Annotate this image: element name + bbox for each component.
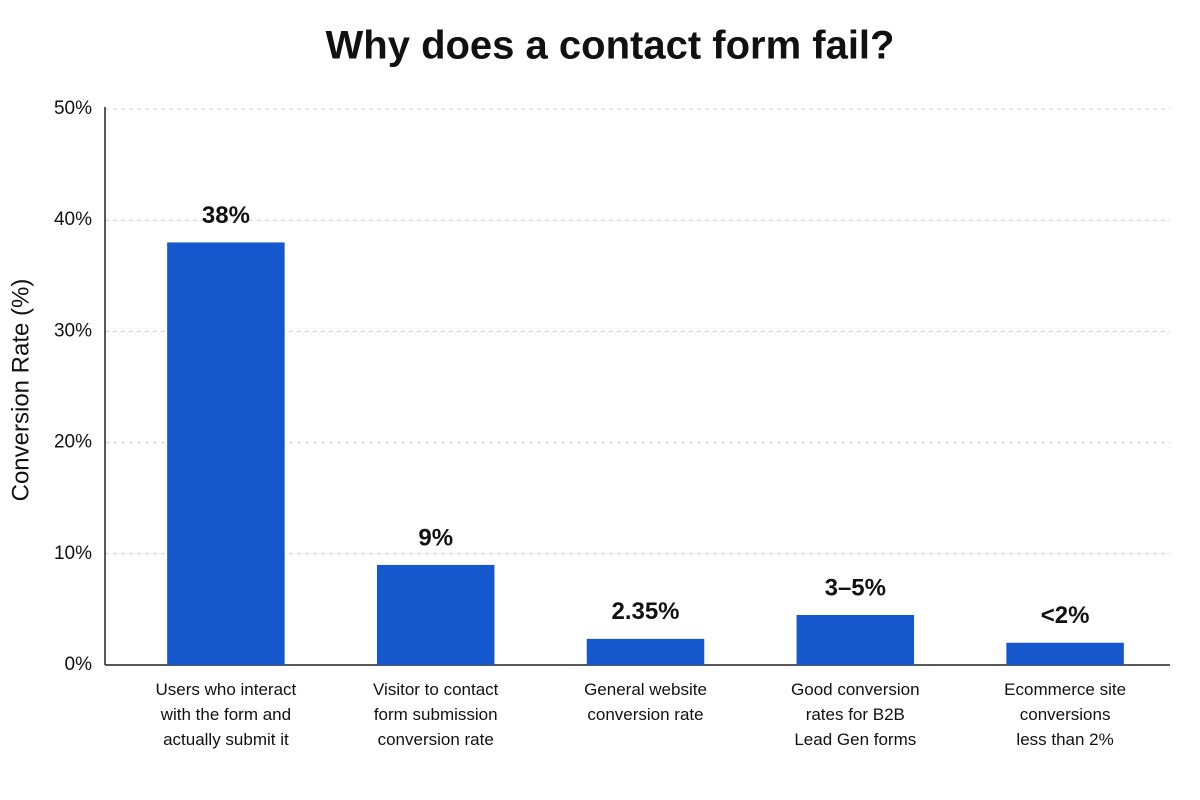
chart-title: Why does a contact form fail?	[326, 24, 895, 68]
y-tick-label: 10%	[54, 543, 92, 564]
x-tick-label: General website conversion rate	[584, 680, 707, 724]
bar	[167, 242, 285, 665]
value-label: 2.35%	[611, 598, 679, 625]
bar	[796, 614, 915, 665]
value-label: 3–5%	[825, 574, 886, 601]
value-label: <2%	[1041, 602, 1090, 629]
bar	[586, 638, 705, 665]
y-tick-label: 40%	[54, 209, 92, 230]
y-tick-label: 20%	[54, 432, 92, 453]
x-tick-label: Ecommerce site conversions less than 2%	[1004, 680, 1126, 749]
y-axis-label: Conversion Rate (%)	[7, 279, 34, 502]
x-tick-label: Visitor to contact form submission convers…	[373, 680, 499, 749]
value-label: 9%	[418, 524, 453, 551]
bar	[376, 564, 495, 665]
y-tick-label: 50%	[54, 98, 92, 119]
x-tick-label: Users who interact with the form and actua…	[156, 680, 297, 749]
value-label: 38%	[202, 202, 250, 229]
x-tick-label: Good conversion rates for B2B Lead Gen for…	[791, 680, 920, 749]
y-tick-label: 30%	[54, 320, 92, 341]
y-tick-label: 0%	[65, 654, 93, 675]
bar	[1006, 642, 1124, 665]
